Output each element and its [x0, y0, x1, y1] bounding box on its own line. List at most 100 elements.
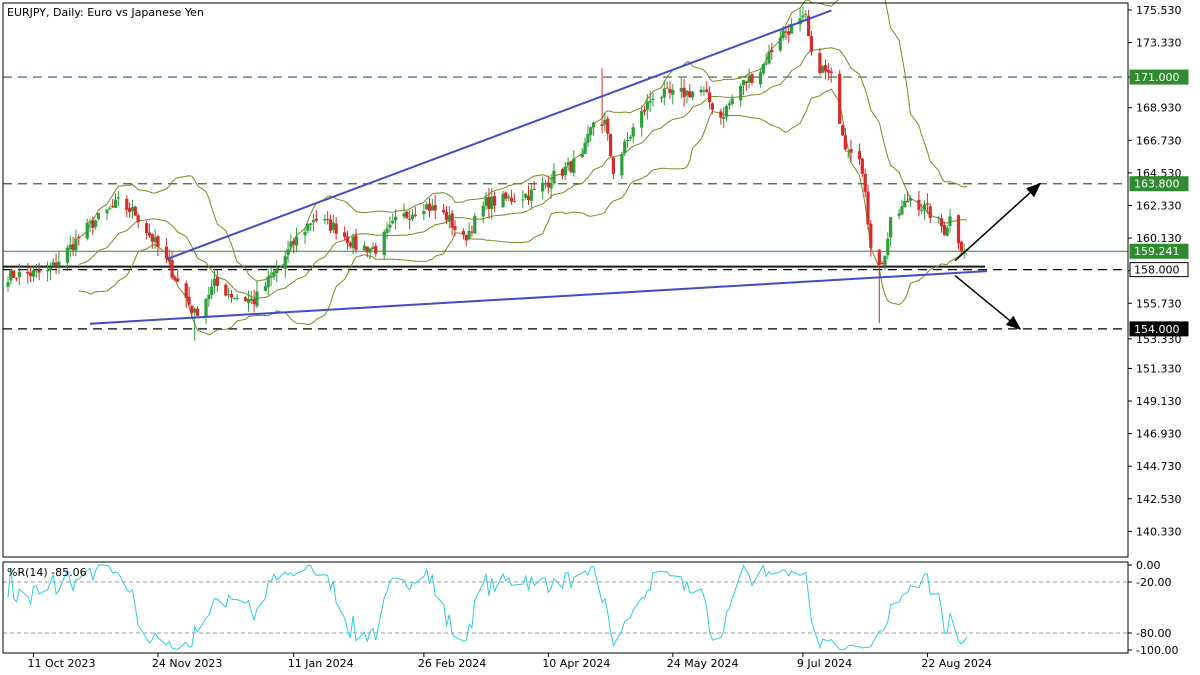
candle-body — [348, 242, 352, 247]
candle-body — [224, 284, 228, 296]
candle-body — [433, 204, 437, 211]
candle-body — [430, 205, 434, 211]
bollinger-bands — [78, 0, 968, 336]
candle-body — [784, 31, 788, 33]
candle-body — [26, 271, 30, 274]
candle-body — [767, 51, 771, 64]
candle-body — [512, 201, 516, 203]
candle-body — [583, 142, 587, 154]
candle-body — [702, 90, 706, 92]
candle-body — [829, 71, 833, 74]
candle-body — [840, 125, 845, 136]
candle-body — [722, 117, 726, 119]
candle-body — [195, 308, 200, 316]
candle-body — [846, 150, 850, 152]
bearish-arrow — [954, 274, 1022, 330]
candle-body — [173, 277, 177, 281]
candle-body — [826, 69, 830, 73]
candle-body — [671, 89, 675, 95]
candle-body — [764, 63, 768, 65]
candle-body — [289, 241, 293, 248]
candle-body — [391, 220, 395, 224]
candle-body — [187, 296, 191, 305]
bullish-arrow — [954, 182, 1042, 262]
time-tick-label: 24 Nov 2023 — [152, 657, 222, 670]
candle-body — [96, 212, 101, 220]
candle-body — [306, 223, 310, 231]
candle-body — [227, 294, 231, 296]
candle-body — [818, 52, 822, 74]
candle-body — [311, 220, 316, 223]
candle-body — [422, 211, 426, 215]
candle-body — [866, 191, 870, 225]
upper-wedge-line — [166, 9, 832, 261]
candle-body — [29, 272, 33, 277]
candle-body — [648, 100, 652, 103]
williams-r-line — [7, 564, 968, 651]
candle-body — [145, 223, 149, 234]
candle-body — [88, 221, 92, 223]
candle-body — [707, 92, 712, 103]
candle-body — [272, 272, 276, 277]
candle-body — [153, 237, 157, 242]
candle-body — [625, 139, 630, 141]
candle-body — [393, 216, 398, 221]
candle-body — [869, 223, 873, 248]
indicator-tick-label: -80.00 — [1136, 627, 1171, 640]
candle-body — [549, 183, 553, 189]
candle-body — [156, 236, 160, 247]
candle-body — [365, 246, 369, 253]
time-tick-label: 26 Feb 2024 — [418, 657, 486, 670]
indicator-pane-frame — [2, 561, 1129, 654]
candle-body — [719, 111, 723, 118]
candle-body — [303, 231, 307, 236]
price-tag — [1129, 69, 1189, 85]
price-tick-label: 140.330 — [1136, 525, 1182, 538]
candle-body — [821, 66, 825, 73]
candle-body — [541, 182, 545, 192]
candle-body — [838, 73, 842, 124]
candle-body — [266, 276, 270, 288]
candle-body — [668, 89, 672, 94]
candle-body — [190, 305, 194, 313]
price-tick-label: 144.730 — [1136, 460, 1182, 473]
candle-body — [343, 232, 347, 238]
candle-body — [57, 261, 61, 266]
chart-title: EURJPY, Daily: Euro vs Japanese Yen — [7, 6, 204, 19]
candle-body — [323, 219, 327, 221]
candle-body — [566, 162, 570, 165]
candle-body — [74, 238, 78, 251]
candle-body — [917, 199, 921, 210]
candle-body — [611, 157, 615, 174]
candle-body — [741, 80, 746, 86]
candle-body — [642, 109, 647, 112]
candle-body — [790, 23, 794, 34]
candle-body — [68, 244, 72, 250]
candle-body — [849, 148, 853, 153]
candle-body — [589, 127, 593, 136]
candle-body — [922, 204, 927, 210]
candle-body — [580, 153, 584, 157]
candle-body — [937, 217, 941, 219]
candle-body — [507, 196, 511, 199]
price-tick-label: 162.330 — [1136, 199, 1182, 212]
candle-body — [688, 91, 692, 98]
candle-body — [447, 215, 451, 222]
candle-body — [490, 196, 494, 210]
bollinger-lower — [78, 88, 968, 336]
projection-arrows — [954, 182, 1042, 330]
candle-body — [959, 241, 963, 252]
candle-body — [147, 232, 152, 236]
candle-body — [509, 197, 514, 202]
candle-body — [699, 89, 703, 93]
candle-body — [193, 308, 197, 313]
candle-body — [286, 249, 290, 256]
main-pane-frame — [2, 2, 1129, 558]
candle-body — [453, 226, 457, 230]
candle-body — [244, 297, 248, 302]
candle-body — [425, 204, 429, 210]
candle-body — [747, 75, 751, 83]
lower-wedge-line — [89, 270, 988, 325]
candle-body — [46, 270, 50, 272]
time-tick-label: 24 May 2024 — [667, 657, 739, 670]
